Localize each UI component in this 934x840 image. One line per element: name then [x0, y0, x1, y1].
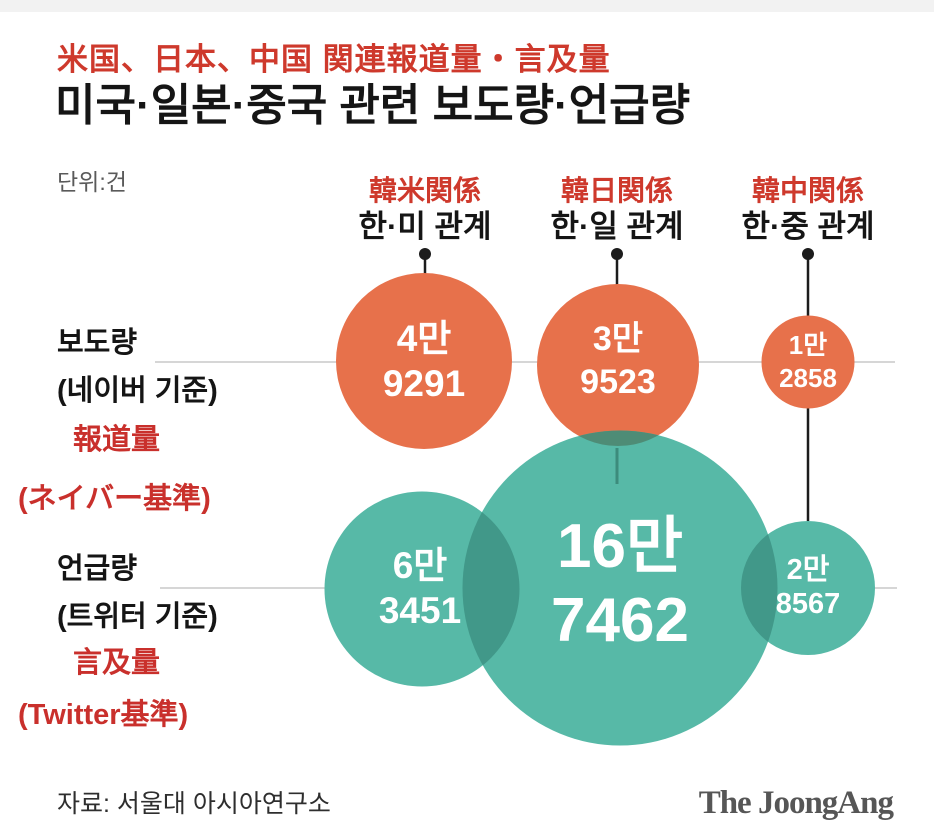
bubble-mentions-china — [741, 521, 875, 655]
column-header-japan-korea: 韓日関係 한·일 관계 — [550, 175, 683, 244]
column-label-ko: 한·일 관계 — [550, 209, 683, 244]
bubble-reports-japan — [537, 284, 699, 446]
row-label-ko-sub: (트위터 기준) — [57, 600, 218, 633]
bubble-value-line: 3만 — [593, 320, 643, 358]
bubble-value-mentions-us: 6만 3451 — [379, 545, 461, 631]
bubble-value-line: 9523 — [580, 363, 656, 401]
row-label-reports: 보도량 (네이버 기준) 報道量 (ネイバー基準) — [18, 326, 218, 515]
bubble-value-reports-us: 4만 9291 — [383, 318, 465, 404]
bubble-mentions-japan — [462, 430, 778, 746]
row-label-mentions: 언급량 (트위터 기준) 言及量 (Twitter基準) — [18, 552, 218, 731]
bubble-reports-us — [336, 273, 512, 449]
bubble-value-line: 9291 — [383, 363, 465, 404]
bubble-value-line: 3451 — [379, 590, 461, 631]
row-label-ja: 言及量 — [73, 646, 160, 679]
row-label-ja-sub: (Twitter基準) — [18, 697, 188, 731]
row-label-ko-sub: (네이버 기준) — [57, 374, 218, 407]
bubble-value-line: 4만 — [397, 318, 452, 359]
row-label-ja: 報道量 — [73, 423, 160, 456]
column-label-ja: 韓日関係 — [561, 175, 673, 206]
row-label-ko: 보도량 — [57, 326, 137, 359]
row-label-ja-sub: (ネイバー基準) — [18, 481, 211, 515]
bubble-value-line: 1만 — [789, 330, 827, 360]
column-label-ja: 韓米関係 — [369, 175, 481, 206]
unit-label: 단위:건 — [57, 169, 127, 195]
source-credit: 자료: 서울대 아시아연구소 — [57, 790, 331, 818]
top-border-strip — [0, 0, 934, 12]
bubble-value-line: 6만 — [393, 545, 448, 586]
bubble-value-line: 2만 — [787, 553, 830, 586]
bubble-value-line: 2858 — [779, 363, 837, 393]
bubble-value-mentions-china: 2만 8567 — [776, 553, 841, 620]
bubble-value-reports-japan: 3만 9523 — [580, 320, 656, 401]
column-header-china-korea: 韓中関係 한·중 관계 — [741, 175, 874, 244]
bubble-value-reports-china: 1만 2858 — [779, 330, 837, 393]
bubble-reports-china — [761, 315, 855, 409]
overlap-mentions-us-japan — [462, 491, 520, 687]
row-label-ko: 언급량 — [57, 552, 137, 585]
bubble-value-line: 8567 — [776, 588, 841, 620]
column-header-us-korea: 韓米関係 한·미 관계 — [358, 175, 491, 244]
title-korean: 미국·일본·중국 관련 보도량·언급량 — [55, 81, 690, 130]
title-japanese: 米国、日本、中国 関連報道量・言及量 — [57, 42, 611, 77]
joongang-logo: The JoongAng — [699, 785, 895, 821]
bubble-value-mentions-japan: 16만 7462 — [551, 512, 689, 655]
column-label-ko: 한·중 관계 — [741, 209, 874, 244]
bubble-value-line: 7462 — [551, 586, 689, 655]
column-label-ko: 한·미 관계 — [358, 209, 491, 244]
column-label-ja: 韓中関係 — [752, 175, 864, 206]
bubble-value-line: 16만 — [557, 512, 683, 581]
